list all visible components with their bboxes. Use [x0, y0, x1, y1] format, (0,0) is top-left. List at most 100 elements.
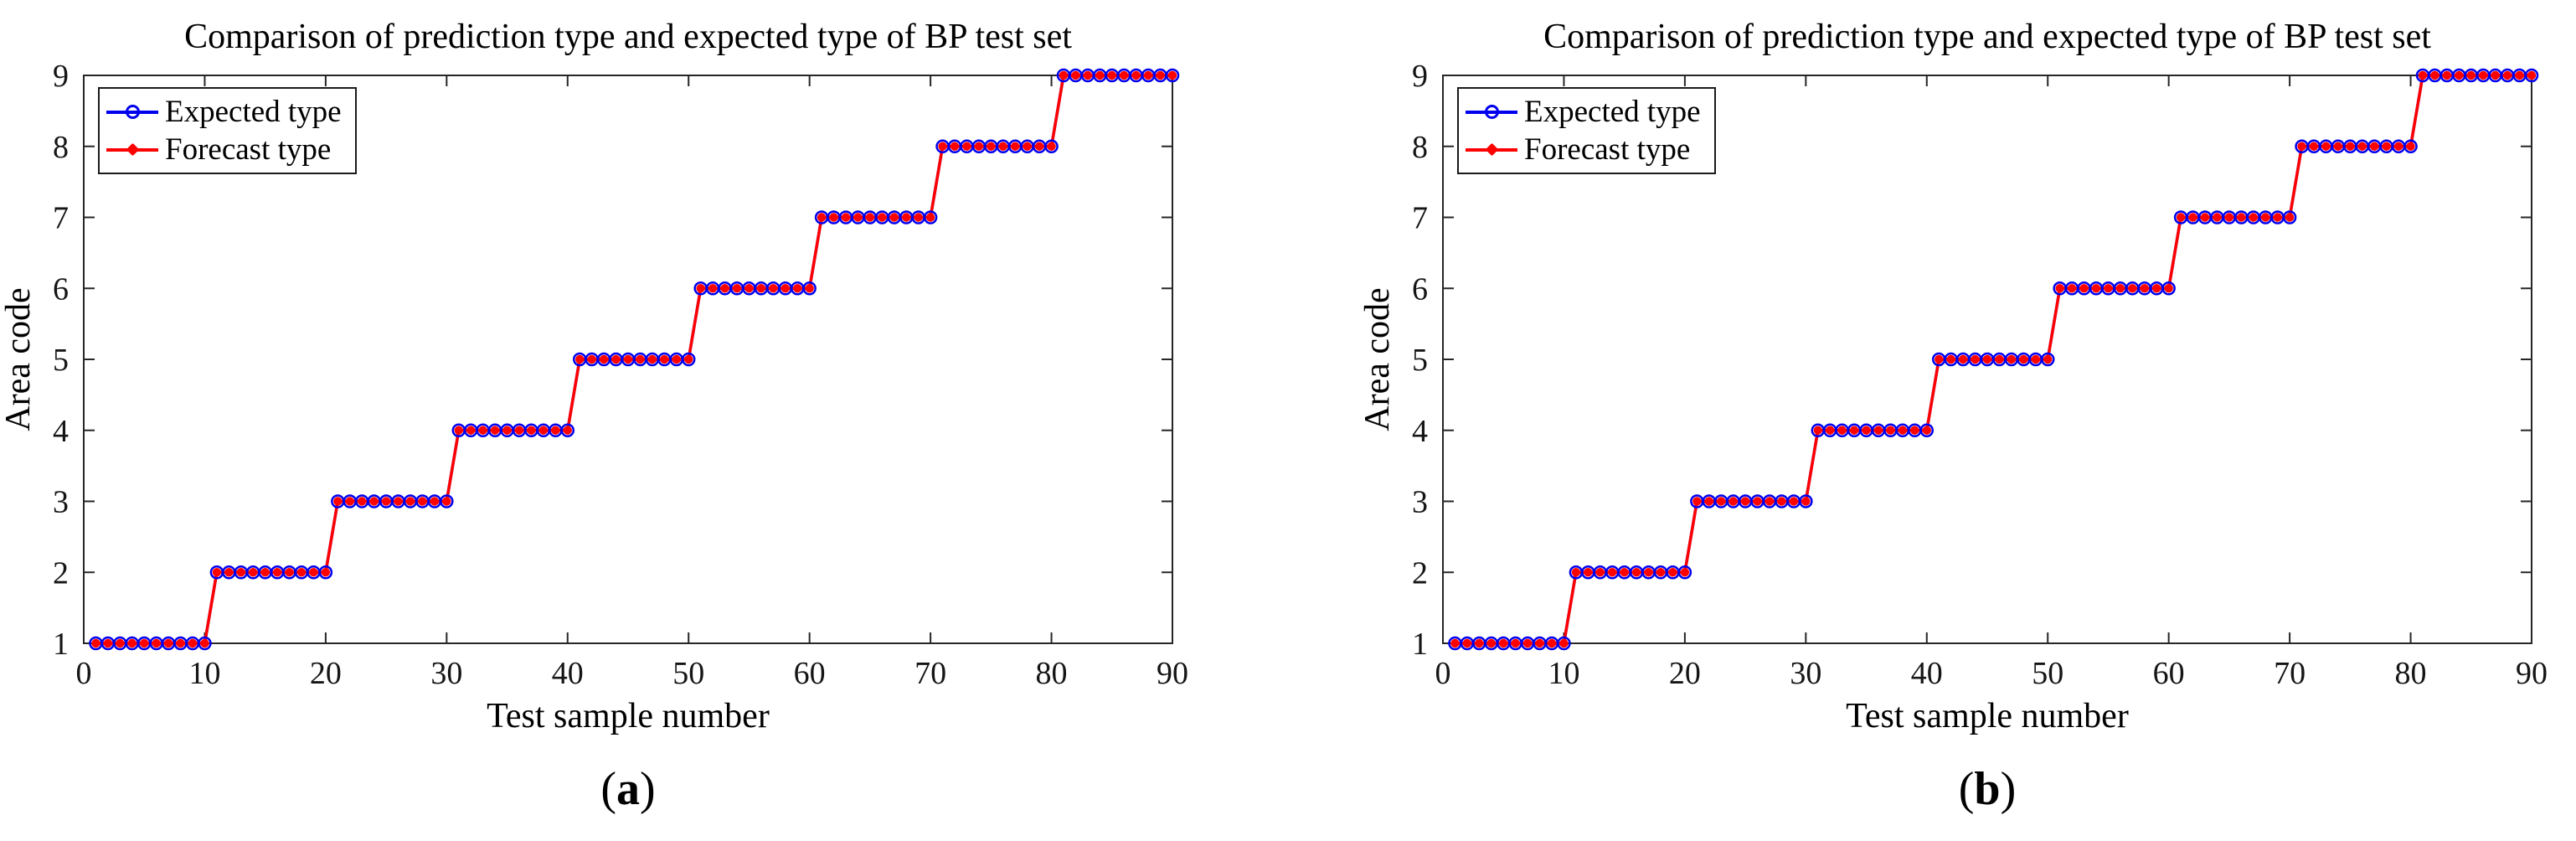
chart-title: Comparison of prediction type and expect… — [1543, 18, 2431, 56]
marker-forecast — [998, 142, 1007, 151]
marker-forecast — [394, 497, 403, 506]
marker-forecast — [1595, 568, 1605, 577]
marker-forecast — [2466, 70, 2476, 80]
marker-forecast — [538, 426, 549, 435]
marker-expected — [2161, 281, 2176, 296]
marker-expected — [2040, 352, 2055, 367]
x-tick-label: 60 — [794, 656, 826, 691]
marker-forecast — [249, 568, 258, 577]
marker-forecast — [1958, 354, 1968, 364]
marker-expected — [1919, 423, 1935, 437]
marker-forecast — [454, 426, 463, 435]
marker-forecast — [1971, 354, 1980, 364]
marker-forecast — [127, 638, 137, 648]
x-tick-label: 30 — [1790, 656, 1821, 691]
marker-forecast — [756, 284, 766, 293]
marker-forecast — [2224, 213, 2234, 222]
marker-forecast — [2261, 213, 2270, 222]
y-tick-label: 4 — [53, 414, 69, 449]
marker-forecast — [1071, 70, 1080, 80]
marker-forecast — [1995, 354, 2004, 364]
x-tick-label: 20 — [310, 656, 342, 691]
y-tick-label: 1 — [53, 627, 69, 662]
asterisk-marker-icon — [126, 142, 140, 157]
marker-forecast — [696, 284, 705, 293]
marker-forecast — [1935, 354, 1944, 364]
marker-forecast — [1826, 426, 1835, 435]
marker-expected — [2282, 210, 2297, 224]
marker-forecast — [1462, 638, 1472, 648]
legend-sample-expected — [1466, 93, 1517, 131]
marker-forecast — [466, 426, 476, 435]
marker-forecast — [914, 213, 923, 222]
y-tick-label: 6 — [53, 271, 69, 307]
marker-expected — [560, 423, 575, 437]
marker-forecast — [878, 213, 887, 222]
marker-forecast — [514, 426, 524, 435]
marker-forecast — [2007, 354, 2017, 364]
marker-forecast — [793, 284, 802, 293]
marker-forecast — [1704, 497, 1713, 506]
legend-item-expected: Expected type — [1466, 93, 1701, 131]
marker-forecast — [2515, 70, 2524, 80]
marker-forecast — [405, 497, 415, 506]
marker-forecast — [551, 426, 560, 435]
marker-forecast — [2140, 284, 2149, 293]
marker-forecast — [502, 426, 512, 435]
x-tick-label: 40 — [552, 656, 584, 691]
y-tick-label: 5 — [1412, 343, 1428, 378]
marker-forecast — [865, 213, 875, 222]
marker-expected — [923, 210, 938, 224]
marker-forecast — [1011, 142, 1020, 151]
marker-forecast — [2128, 284, 2137, 293]
marker-forecast — [369, 497, 379, 506]
marker-expected — [802, 281, 817, 296]
marker-forecast — [805, 284, 814, 293]
marker-forecast — [358, 497, 367, 506]
marker-expected — [1557, 636, 1571, 651]
marker-forecast — [720, 284, 729, 293]
marker-forecast — [224, 568, 234, 577]
marker-forecast — [1131, 70, 1141, 80]
plot-area-b: Comparison of prediction type and expect… — [1358, 18, 2532, 815]
marker-forecast — [672, 354, 681, 364]
y-tick-label: 9 — [53, 59, 69, 94]
marker-forecast — [1922, 426, 1931, 435]
marker-forecast — [103, 638, 113, 648]
marker-forecast — [2273, 213, 2282, 222]
y-tick-label: 4 — [1412, 414, 1428, 449]
marker-forecast — [1886, 426, 1895, 435]
marker-forecast — [2188, 213, 2197, 222]
marker-forecast — [2442, 70, 2452, 80]
marker-forecast — [430, 497, 440, 506]
marker-forecast — [1728, 497, 1738, 506]
x-tick-label: 0 — [76, 656, 92, 691]
marker-forecast — [116, 638, 125, 648]
caption-letter: a — [616, 763, 640, 815]
marker-forecast — [1692, 497, 1702, 506]
marker-forecast — [309, 568, 318, 577]
marker-forecast — [296, 568, 307, 577]
marker-forecast — [889, 213, 899, 222]
caption-paren: ( — [1958, 763, 1975, 815]
y-tick-label: 7 — [1412, 201, 1428, 236]
marker-forecast — [1910, 426, 1919, 435]
caption-paren: ) — [2000, 763, 2017, 815]
marker-expected — [2403, 139, 2418, 153]
y-tick-label: 5 — [53, 343, 69, 378]
marker-forecast — [599, 354, 609, 364]
marker-forecast — [1753, 497, 1762, 506]
marker-forecast — [636, 354, 645, 364]
y-axis-label: Area code — [1358, 287, 1397, 431]
marker-forecast — [2430, 70, 2439, 80]
marker-forecast — [345, 497, 354, 506]
x-tick-label: 90 — [2516, 656, 2548, 691]
marker-forecast — [2382, 142, 2391, 151]
marker-forecast — [1571, 568, 1581, 577]
marker-forecast — [2213, 213, 2222, 222]
marker-expected — [681, 352, 696, 367]
marker-forecast — [1680, 568, 1690, 577]
marker-forecast — [152, 638, 161, 648]
marker-forecast — [1047, 142, 1056, 151]
y-tick-label: 9 — [1412, 59, 1428, 94]
